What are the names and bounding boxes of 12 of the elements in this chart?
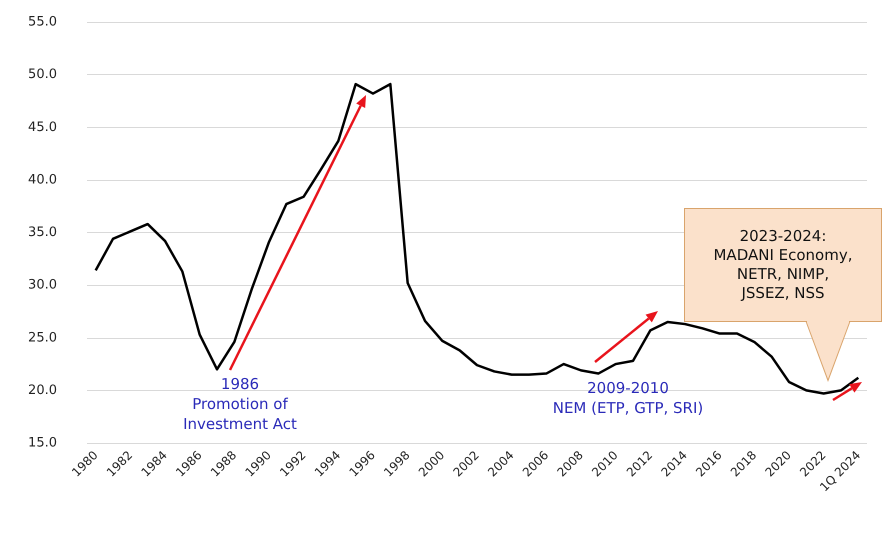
line-series [94, 82, 860, 395]
y-tick-label: 30.0 [28, 278, 57, 293]
annotation: 2023-2024: MADANI Economy, NETR, NIMP, JSSEZ, NSS [684, 208, 882, 322]
y-tick-label: 15.0 [28, 436, 57, 450]
y-tick-label: 45.0 [28, 120, 57, 135]
annotation: 1986 Promotion of Investment Act [182, 374, 298, 434]
y-tick-label: 20.0 [28, 382, 57, 398]
y-tick-label: 25.0 [28, 330, 57, 346]
y-tick-label: 50.0 [28, 67, 57, 82]
y-tick-label: 40.0 [28, 172, 57, 188]
y-tick-label: 35.0 [28, 225, 57, 240]
y-tick-label: 55.0 [28, 14, 57, 30]
